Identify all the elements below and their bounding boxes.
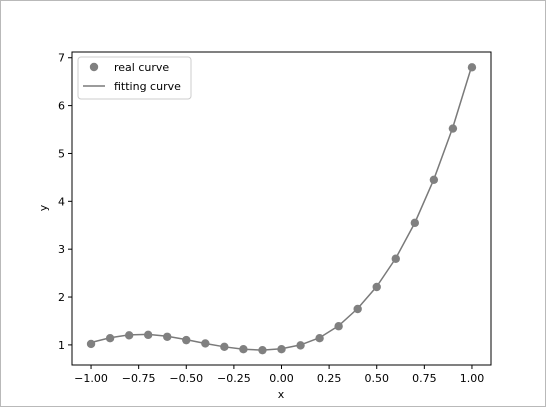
x-tick-label: −0.50: [169, 372, 203, 385]
legend-marker-real-curve: [89, 62, 99, 72]
real-curve-point: [86, 339, 96, 349]
real-curve-point: [410, 218, 420, 228]
real-curve-point: [277, 345, 286, 354]
real-curve-point: [353, 304, 362, 314]
real-curve-point: [163, 332, 172, 341]
y-tick-label: 6: [58, 100, 65, 113]
real-curve-point: [239, 345, 248, 354]
x-tick-label: −0.25: [217, 372, 251, 385]
x-tick-label: 0.25: [317, 372, 342, 385]
real-curve-point: [182, 335, 191, 345]
x-tick-label: −1.00: [74, 372, 108, 385]
real-curve-point: [391, 254, 400, 263]
y-axis-label: y: [37, 204, 50, 211]
y-tick-label: 1: [58, 339, 65, 352]
x-tick-label: −0.75: [122, 372, 156, 385]
fitting-curve-line: [90, 65, 473, 351]
y-tick-label: 3: [58, 243, 65, 256]
ticks-layer: −1.00 −0.75 −0.50 −0.25 0.00 0.25 0.50 0.75 1.00…: [58, 52, 484, 385]
y-tick-label: 2: [58, 291, 65, 304]
legend-label-fitting-curve: fitting curve: [114, 80, 181, 93]
x-axis-label: x: [278, 388, 285, 401]
real-curve-point: [334, 322, 343, 331]
axes-box: [71, 51, 492, 366]
real-curve-point: [296, 341, 305, 350]
real-curve-point: [372, 282, 381, 292]
real-curve-point: [143, 330, 153, 340]
real-curve-point: [124, 331, 134, 340]
x-tick-label: 0.50: [364, 372, 389, 385]
real-curve-point: [429, 175, 439, 184]
real-curve-point: [220, 342, 229, 352]
real-curve-point: [467, 63, 477, 72]
marks-layer: [86, 63, 477, 355]
x-tick-label: 0.75: [412, 372, 437, 385]
y-tick-label: 7: [58, 52, 65, 65]
legend: real curve fitting curve: [77, 56, 192, 100]
real-curve-point: [315, 333, 324, 343]
real-curve-point: [448, 124, 458, 133]
legend-box: [77, 56, 192, 100]
real-curve-point: [105, 333, 115, 343]
real-curve-point: [201, 339, 210, 348]
real-curve-point: [258, 345, 267, 355]
x-tick-label: 0.00: [269, 372, 294, 385]
x-tick-label: 1.00: [460, 372, 485, 385]
y-tick-label: 5: [58, 147, 65, 160]
y-tick-label: 4: [58, 195, 65, 208]
legend-label-real-curve: real curve: [114, 61, 169, 74]
